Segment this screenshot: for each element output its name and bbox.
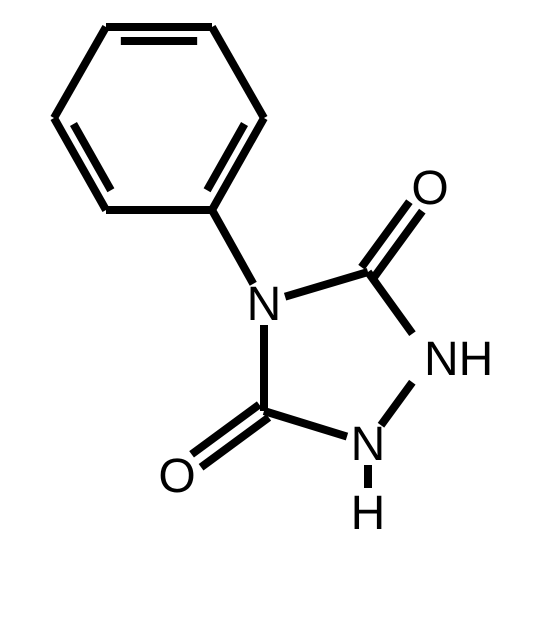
atom-label-O3: O xyxy=(411,162,448,215)
atom-label-N4: N xyxy=(247,278,282,331)
atom-label-N2: NH xyxy=(424,333,493,386)
atom-label-O5: O xyxy=(158,450,195,503)
molecule-diagram: NONHNHO xyxy=(0,0,536,640)
atom-label-H1: H xyxy=(351,487,386,540)
atom-label-N1: N xyxy=(351,418,386,471)
